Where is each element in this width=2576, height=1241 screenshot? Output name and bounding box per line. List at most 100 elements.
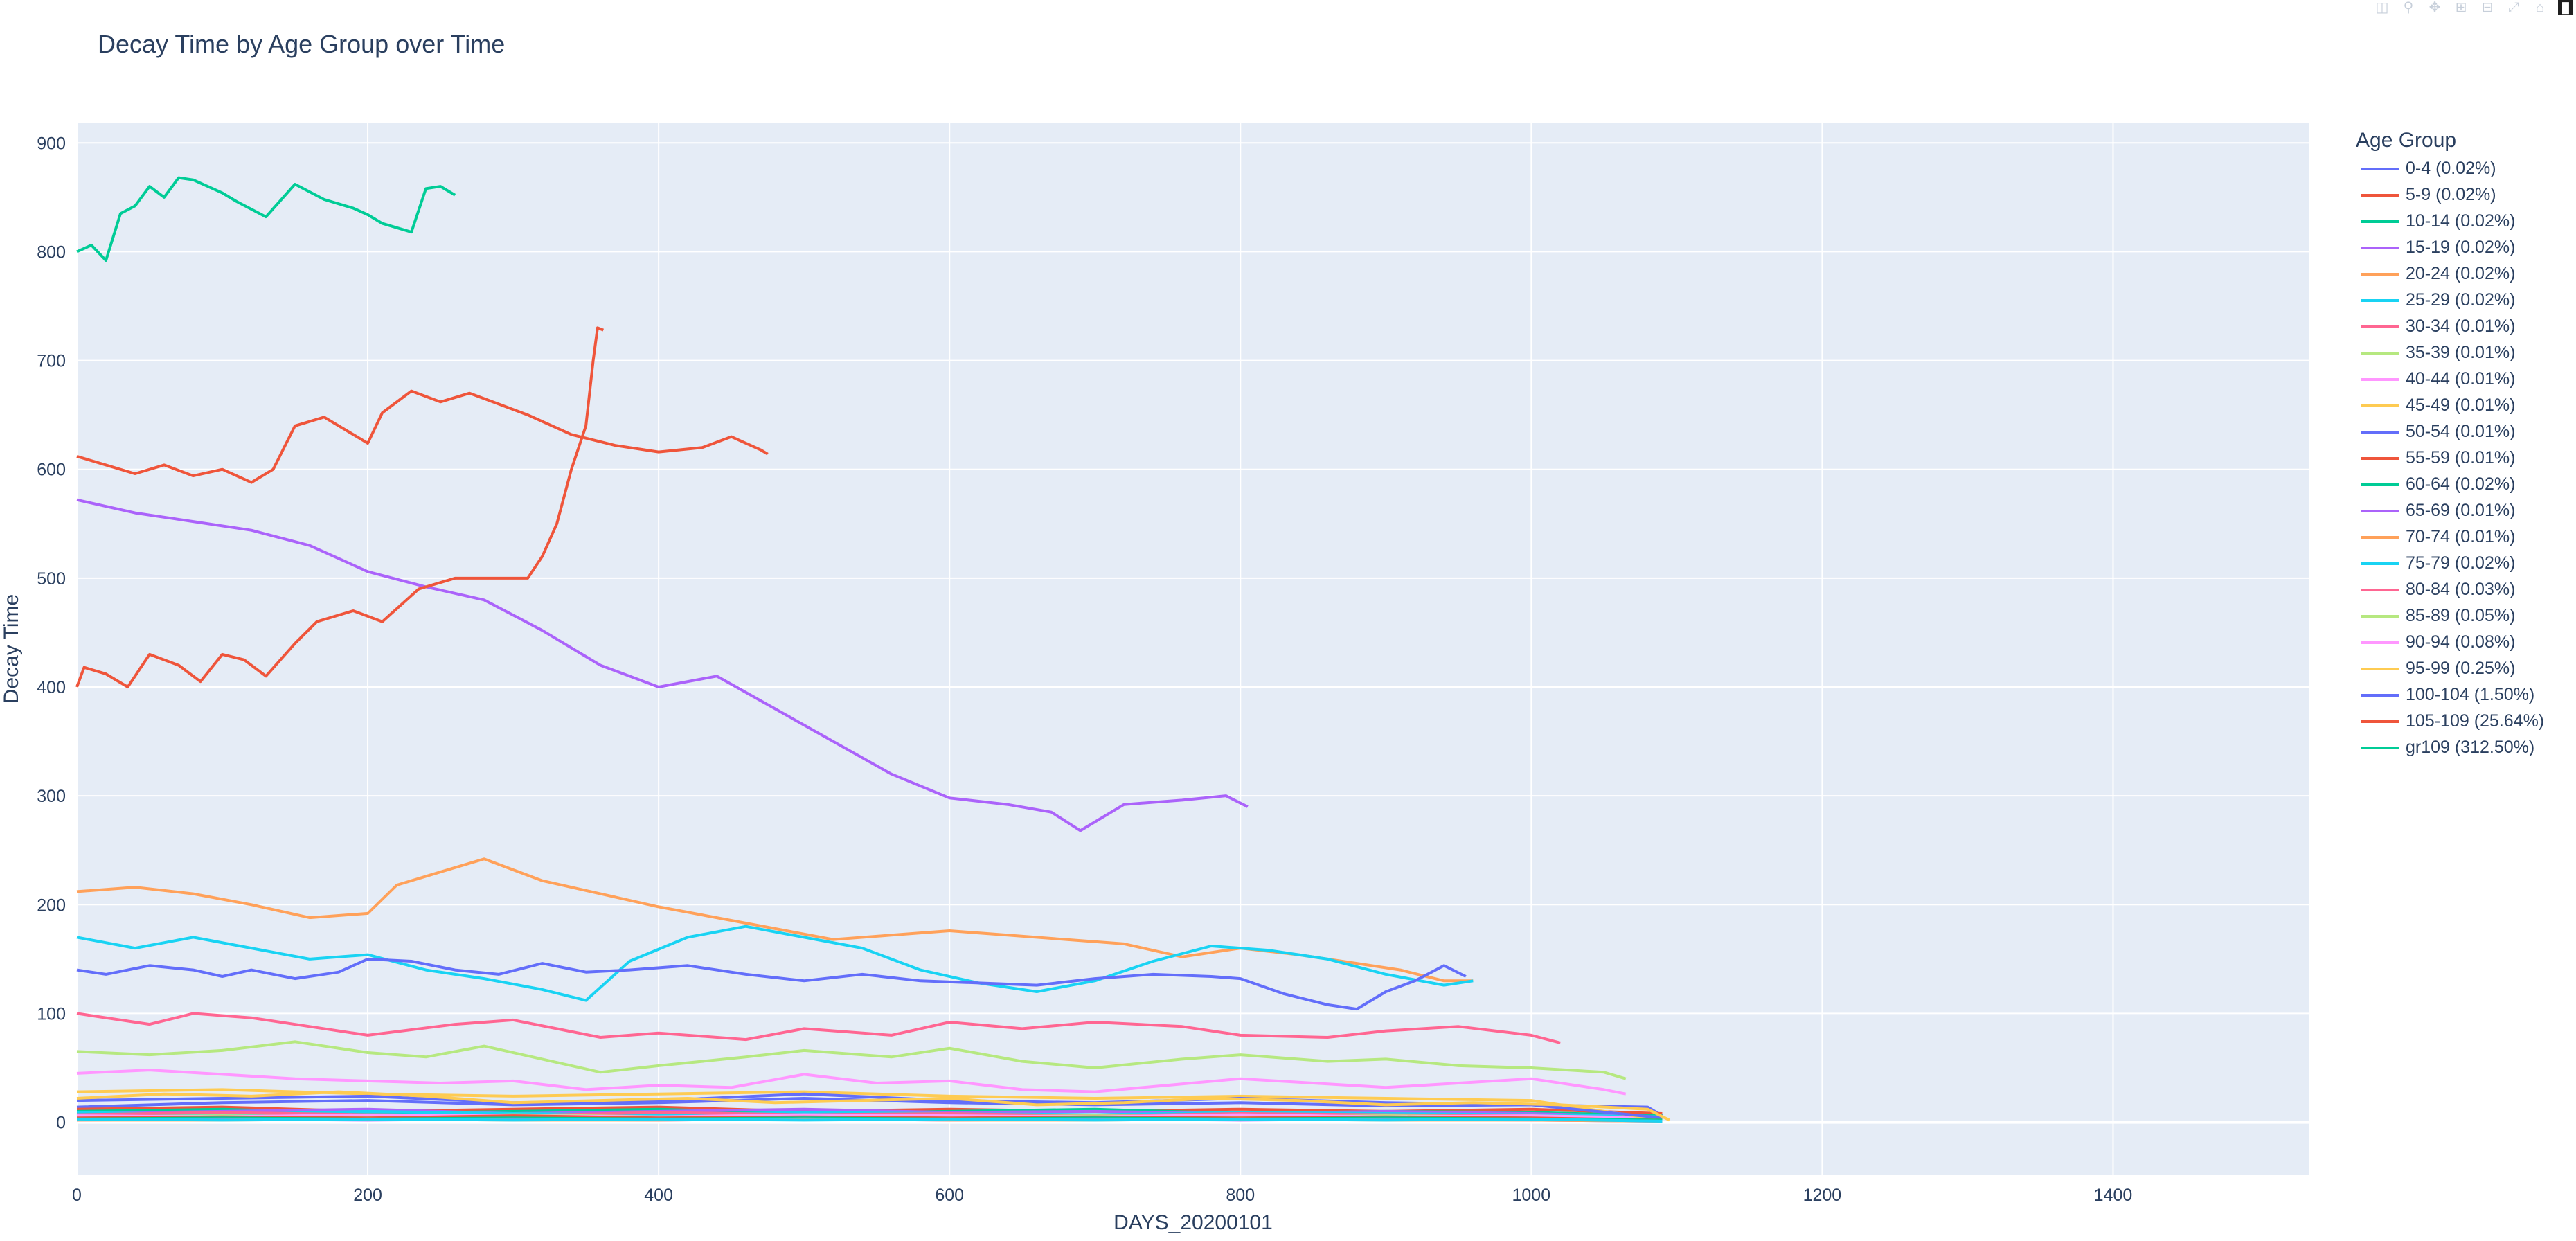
legend-item[interactable]: 35-39 (0.01%) [2356,339,2544,366]
grid [76,123,2309,1175]
legend-item[interactable]: 65-69 (0.01%) [2356,497,2544,524]
pan-icon[interactable]: ✥ [2429,0,2441,15]
legend-item[interactable]: 15-19 (0.02%) [2356,234,2544,260]
x-axis-ticks: 0 200 400 600 800 1000 1200 1400 [72,1186,2132,1205]
autoscale-icon[interactable]: ⤢ [2508,0,2519,15]
legend-swatch [2356,497,2400,524]
legend-item[interactable]: 105-109 (25.64%) [2356,708,2544,734]
legend-label: 25-29 (0.02%) [2406,289,2516,310]
x-tick-label: 0 [72,1186,82,1205]
legend: Age Group 0-4 (0.02%) 5-9 (0.02%) 10-14 (0… [2356,129,2544,760]
legend-item[interactable]: 40-44 (0.01%) [2356,366,2544,392]
series-line[interactable] [76,389,769,484]
legend-item[interactable]: 70-74 (0.01%) [2356,524,2544,550]
legend-item[interactable]: 50-54 (0.01%) [2356,418,2544,445]
legend-label: 0-4 (0.02%) [2406,158,2496,178]
x-tick-label: 800 [1226,1186,1255,1205]
legend-label: 40-44 (0.01%) [2406,368,2516,389]
y-tick-label: 700 [37,352,66,371]
legend-swatch [2356,602,2400,629]
legend-item[interactable]: 0-4 (0.02%) [2356,155,2544,181]
series-line[interactable] [76,1069,1627,1096]
legend-title: Age Group [2356,129,2457,152]
series-line[interactable] [76,176,456,262]
legend-item[interactable]: 95-99 (0.25%) [2356,655,2544,681]
legend-swatch [2356,260,2400,287]
legend-label: 20-24 (0.02%) [2406,263,2516,283]
legend-swatch [2356,339,2400,366]
legend-item[interactable]: 10-14 (0.02%) [2356,208,2544,234]
x-tick-label: 1200 [1803,1186,1842,1205]
legend-item[interactable]: 45-49 (0.01%) [2356,392,2544,418]
y-tick-label: 0 [56,1114,66,1133]
zoom-icon[interactable]: ⚲ [2403,0,2414,15]
series-line[interactable] [76,1090,1670,1122]
series-layer [75,176,1670,1123]
legend-swatch [2356,550,2400,576]
camera-icon[interactable]: ◫ [2375,0,2389,15]
x-tick-label: 600 [935,1186,964,1205]
legend-label: 50-54 (0.01%) [2406,421,2516,441]
legend-item[interactable]: 60-64 (0.02%) [2356,471,2544,497]
y-tick-label: 200 [37,895,66,915]
legend-swatch [2356,392,2400,418]
y-tick-label: 400 [37,678,66,697]
legend-label: 35-39 (0.01%) [2406,342,2516,362]
legend-swatch [2356,708,2400,734]
legend-label: 75-79 (0.02%) [2406,553,2516,573]
legend-label: 30-34 (0.01%) [2406,316,2516,336]
zoom-in-icon[interactable]: ⊞ [2455,0,2467,15]
series-line[interactable] [76,498,1249,832]
x-tick-label: 400 [644,1186,673,1205]
series-line[interactable] [76,1040,1627,1080]
legend-item[interactable]: 75-79 (0.02%) [2356,550,2544,576]
x-tick-label: 200 [353,1186,382,1205]
legend-swatch [2356,471,2400,497]
modebar: ◫ ⚲ ✥ ⊞ ⊟ ⤢ ⌂ █ [2374,0,2576,15]
y-tick-label: 300 [37,787,66,806]
series-line[interactable] [76,1117,1663,1123]
series-line[interactable] [76,925,1474,1002]
legend-item[interactable]: 20-24 (0.02%) [2356,260,2544,287]
series-line[interactable] [76,1107,1663,1118]
legend-swatch [2356,287,2400,313]
legend-item[interactable]: 100-104 (1.50%) [2356,681,2544,708]
legend-item[interactable]: 25-29 (0.02%) [2356,287,2544,313]
legend-label: 90-94 (0.08%) [2406,632,2516,652]
legend-label: 15-19 (0.02%) [2406,237,2516,257]
legend-label: 100-104 (1.50%) [2406,684,2535,704]
legend-swatch [2356,576,2400,602]
legend-swatch [2356,445,2400,471]
plotly-logo-icon[interactable]: █ [2558,0,2573,15]
legend-swatch [2356,629,2400,655]
legend-label: 10-14 (0.02%) [2406,211,2516,231]
legend-item[interactable]: 30-34 (0.01%) [2356,313,2544,339]
series-line[interactable] [76,957,1467,1011]
series-line[interactable] [75,326,605,688]
legend-item[interactable]: 5-9 (0.02%) [2356,181,2544,208]
y-tick-label: 800 [37,242,66,262]
legend-label: 80-84 (0.03%) [2406,579,2516,599]
plot-background [77,123,2309,1175]
legend-label: 5-9 (0.02%) [2406,184,2496,204]
chart-title: Decay Time by Age Group over Time [98,30,506,58]
legend-item[interactable]: 90-94 (0.08%) [2356,629,2544,655]
legend-swatch [2356,655,2400,681]
y-axis-label: Decay Time [0,594,23,704]
x-axis-label: DAYS_20200101 [1113,1211,1273,1234]
legend-item[interactable]: 80-84 (0.03%) [2356,576,2544,602]
legend-swatch [2356,418,2400,445]
home-icon[interactable]: ⌂ [2535,0,2545,15]
legend-swatch [2356,366,2400,392]
y-tick-label: 600 [37,461,66,480]
legend-label: 65-69 (0.01%) [2406,500,2516,520]
zoom-out-icon[interactable]: ⊟ [2481,0,2494,15]
legend-swatch [2356,181,2400,208]
series-line[interactable] [76,1012,1561,1044]
legend-item[interactable]: 85-89 (0.05%) [2356,602,2544,629]
legend-label: 105-109 (25.64%) [2406,711,2545,731]
legend-items: 0-4 (0.02%) 5-9 (0.02%) 10-14 (0.02%) 15-19… [2356,155,2544,760]
legend-item[interactable]: 55-59 (0.01%) [2356,445,2544,471]
legend-item[interactable]: gr109 (312.50%) [2356,734,2544,760]
